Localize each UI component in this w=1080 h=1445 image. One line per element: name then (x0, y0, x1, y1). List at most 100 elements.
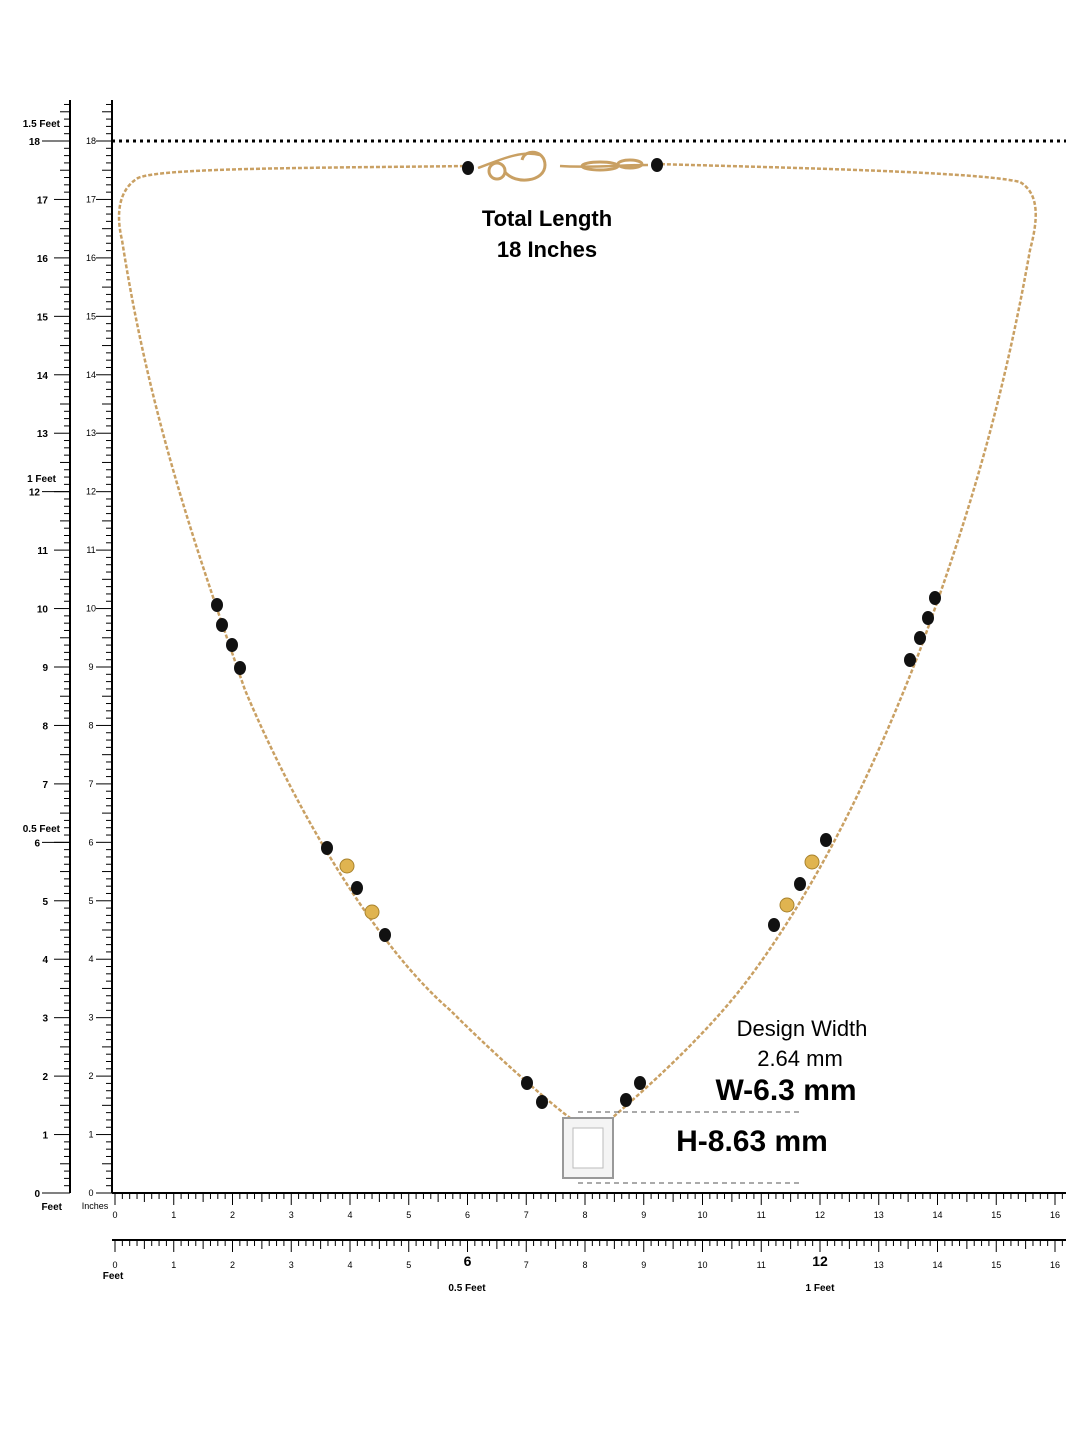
tick-label: 9 (641, 1210, 646, 1220)
black-bead (321, 841, 333, 855)
tick-label: 9 (42, 663, 48, 674)
label: Total Length (482, 206, 612, 231)
tick-label: 2 (230, 1210, 235, 1220)
rulers: 0123456789101112131415161718012345678910… (29, 100, 1066, 1270)
label: Design Width (737, 1016, 868, 1041)
unit: Inches (82, 1201, 109, 1211)
tick-label: 12 (29, 488, 41, 499)
tick-label: 13 (874, 1210, 884, 1220)
tick-label: 2 (88, 1071, 93, 1081)
tick-label: 0 (34, 1189, 40, 1200)
tick-label: 4 (88, 954, 93, 964)
tick-label: 4 (347, 1210, 352, 1220)
feet-mark: 1 Feet (806, 1283, 836, 1294)
black-bead (794, 877, 806, 891)
tick-label: 10 (86, 604, 96, 614)
tick-label: 2 (230, 1260, 235, 1270)
tick-label: 7 (88, 779, 93, 789)
tick-label: 1 (88, 1130, 93, 1140)
tick-label: 6 (88, 837, 93, 847)
tick-label: 3 (42, 1014, 48, 1025)
tick-label: 13 (86, 428, 96, 438)
tick-label: 11 (37, 546, 48, 557)
tick-label: 18 (86, 136, 96, 146)
black-bead (929, 591, 941, 605)
tick-label: 4 (347, 1260, 352, 1270)
tick-label: 5 (42, 897, 48, 908)
black-bead (521, 1076, 533, 1090)
black-bead (211, 598, 223, 612)
tick-label: 5 (406, 1210, 411, 1220)
black-bead (651, 158, 663, 172)
tick-label: 0 (112, 1260, 117, 1270)
tick-label: 0 (112, 1210, 117, 1220)
tick-label: 10 (37, 605, 49, 616)
tick-label: 13 (874, 1260, 884, 1270)
tick-label: 0 (88, 1188, 93, 1198)
black-bead (922, 611, 934, 625)
gold-bead (339, 858, 355, 874)
tick-label: 9 (88, 662, 93, 672)
tick-label: 6 (464, 1253, 472, 1269)
tick-label: 6 (465, 1210, 470, 1220)
label: W-6.3 mm (715, 1074, 856, 1107)
tick-label: 15 (86, 311, 96, 321)
tick-label: 16 (1050, 1210, 1060, 1220)
beads (211, 158, 941, 1109)
tick-label: 3 (289, 1260, 294, 1270)
tick-label: 15 (37, 312, 49, 323)
tick-label: 14 (932, 1260, 942, 1270)
feet-mark: 1.5 Feet (23, 119, 61, 130)
tick-label: 16 (37, 254, 49, 265)
tick-label: 7 (524, 1260, 529, 1270)
black-bead (904, 653, 916, 667)
tick-label: 3 (88, 1013, 93, 1023)
black-bead (226, 638, 238, 652)
tick-label: 1 (171, 1260, 176, 1270)
tick-label: 16 (86, 253, 96, 263)
black-bead (379, 928, 391, 942)
label: 18 Inches (497, 237, 597, 262)
tick-label: 17 (37, 195, 49, 206)
tick-label: 5 (406, 1260, 411, 1270)
tick-label: 4 (42, 955, 48, 966)
tick-label: 14 (932, 1210, 942, 1220)
tick-label: 15 (991, 1260, 1001, 1270)
gold-bead (364, 904, 380, 920)
tick-label: 8 (88, 720, 93, 730)
gold-bead (804, 854, 820, 870)
black-bead (216, 618, 228, 632)
chain (117, 152, 1037, 1119)
tick-label: 12 (815, 1210, 825, 1220)
tick-label: 9 (641, 1260, 646, 1270)
tick-label: 12 (812, 1253, 828, 1269)
black-bead (351, 881, 363, 895)
tick-label: 1 (42, 1131, 48, 1142)
feet-mark: Feet (41, 1202, 62, 1213)
tick-label: 8 (42, 721, 48, 732)
feet-mark: 1 Feet (27, 474, 57, 485)
black-bead (462, 161, 474, 175)
tick-label: 3 (289, 1210, 294, 1220)
tick-label: 10 (697, 1260, 707, 1270)
clasp (487, 150, 644, 182)
tick-label: 15 (991, 1210, 1001, 1220)
black-bead (634, 1076, 646, 1090)
gold-bead (779, 897, 795, 913)
tick-label: 18 (29, 137, 41, 148)
feet-mark: Feet (103, 1271, 124, 1282)
label: 2.64 mm (757, 1046, 843, 1071)
tick-label: 14 (86, 370, 96, 380)
black-bead (820, 833, 832, 847)
black-bead (234, 661, 246, 675)
tick-label: 16 (1050, 1260, 1060, 1270)
tick-label: 2 (42, 1072, 48, 1083)
tick-label: 13 (37, 429, 49, 440)
black-bead (914, 631, 926, 645)
tick-label: 11 (86, 545, 95, 555)
tick-label: 5 (88, 896, 93, 906)
tick-label: 8 (582, 1260, 587, 1270)
label: H-8.63 mm (676, 1125, 828, 1158)
